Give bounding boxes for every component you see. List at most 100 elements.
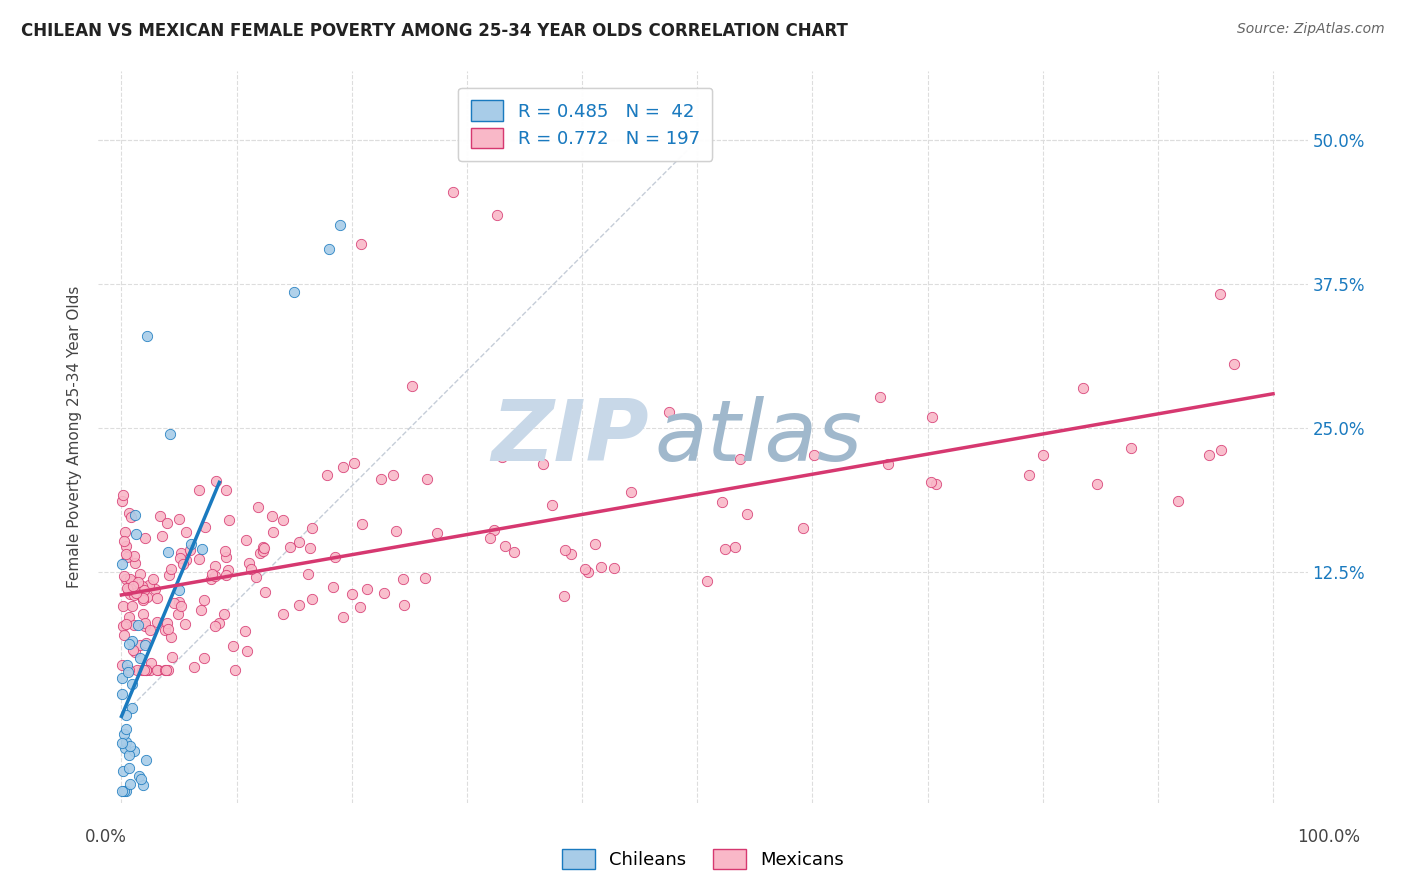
Point: [215, 567, 238, 582]
Point: [115, 582, 138, 596]
Point: [111, 687, 134, 701]
Point: [194, 520, 217, 534]
Point: [190, 603, 212, 617]
Point: [413, 571, 436, 585]
Point: [115, 572, 138, 586]
Point: [1071, 381, 1094, 395]
Point: [416, 472, 439, 486]
Point: [112, 487, 135, 501]
Point: [191, 541, 214, 556]
Point: [115, 784, 138, 798]
Point: [503, 545, 526, 559]
Point: [146, 615, 169, 629]
Point: [153, 663, 176, 677]
Point: [132, 607, 155, 622]
Point: [114, 617, 136, 632]
Point: [135, 663, 157, 677]
Point: [193, 593, 215, 607]
Point: [370, 472, 392, 486]
Point: [318, 242, 340, 256]
Point: [157, 622, 180, 636]
Point: [204, 558, 226, 573]
Point: [183, 660, 205, 674]
Point: [170, 546, 193, 560]
Point: [263, 525, 285, 540]
Point: [696, 574, 718, 588]
Point: [167, 582, 190, 597]
Point: [249, 546, 271, 560]
Point: [479, 531, 502, 545]
Point: [204, 619, 226, 633]
Point: [132, 591, 155, 606]
Point: [252, 544, 274, 558]
Text: ZIP: ZIP: [491, 395, 648, 479]
Point: [115, 657, 138, 672]
Point: [224, 663, 246, 677]
Point: [925, 477, 948, 491]
Point: [340, 587, 363, 601]
Text: Source: ZipAtlas.com: Source: ZipAtlas.com: [1237, 22, 1385, 37]
Point: [1167, 493, 1189, 508]
Point: [135, 329, 157, 343]
Point: [157, 567, 180, 582]
Point: [658, 405, 681, 419]
Point: [124, 586, 146, 600]
Point: [208, 616, 231, 631]
Point: [155, 663, 177, 677]
Point: [172, 557, 194, 571]
Point: [118, 637, 141, 651]
Point: [180, 537, 202, 551]
Point: [111, 764, 134, 779]
Point: [114, 547, 136, 561]
Point: [111, 671, 134, 685]
Point: [127, 574, 149, 589]
Point: [115, 708, 138, 723]
Point: [124, 645, 146, 659]
Point: [132, 593, 155, 607]
Point: [218, 513, 240, 527]
Point: [112, 628, 135, 642]
Point: [240, 561, 263, 575]
Point: [134, 531, 156, 545]
Point: [117, 583, 139, 598]
Point: [121, 574, 143, 588]
Point: [193, 651, 215, 665]
Point: [117, 550, 139, 565]
Point: [111, 784, 134, 798]
Point: [121, 633, 143, 648]
Point: [381, 468, 404, 483]
Point: [174, 524, 197, 539]
Point: [253, 541, 276, 555]
Point: [156, 544, 179, 558]
Point: [392, 573, 415, 587]
Point: [156, 516, 179, 530]
Point: [134, 618, 156, 632]
Legend: R = 0.485   N =  42, R = 0.772   N = 197: R = 0.485 N = 42, R = 0.772 N = 197: [458, 87, 713, 161]
Point: [803, 448, 825, 462]
Point: [576, 565, 599, 579]
Point: [1018, 468, 1040, 483]
Point: [724, 540, 747, 554]
Point: [301, 521, 323, 535]
Point: [323, 550, 346, 565]
Point: [174, 553, 197, 567]
Point: [139, 623, 162, 637]
Point: [200, 572, 222, 586]
Point: [112, 569, 135, 583]
Point: [301, 591, 323, 606]
Point: [297, 566, 319, 581]
Point: [111, 619, 134, 633]
Point: [160, 630, 183, 644]
Point: [222, 639, 245, 653]
Point: [111, 557, 134, 571]
Point: [728, 451, 751, 466]
Point: [117, 761, 139, 775]
Point: [169, 512, 191, 526]
Point: [167, 607, 190, 622]
Point: [121, 599, 143, 613]
Point: [392, 598, 415, 612]
Text: 0.0%: 0.0%: [84, 828, 127, 846]
Point: [122, 643, 145, 657]
Point: [135, 590, 157, 604]
Point: [160, 650, 183, 665]
